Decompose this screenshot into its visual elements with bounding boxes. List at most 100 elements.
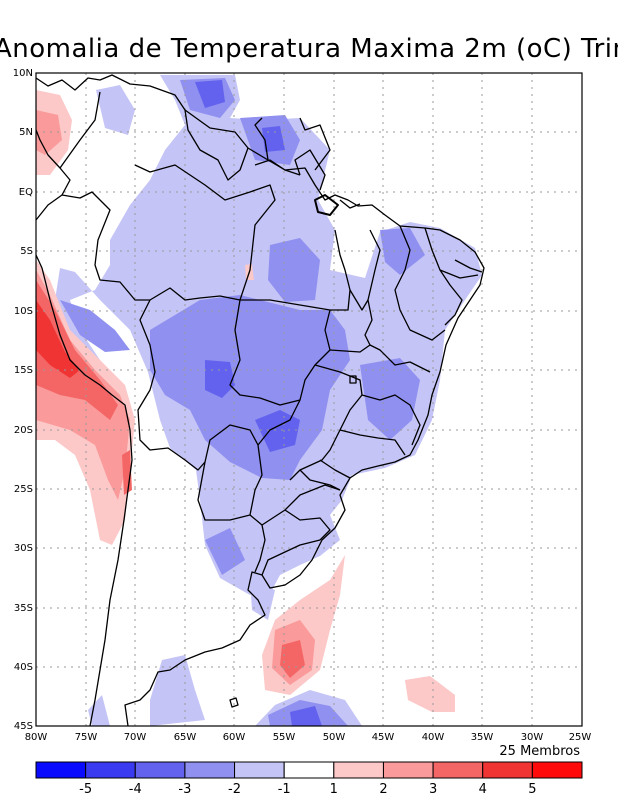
border [299, 117, 331, 171]
lat-tick: 5S [20, 246, 33, 257]
legend-label: 5 [528, 782, 536, 797]
anomaly-red-level1 [405, 676, 455, 712]
legend-swatch [382, 761, 434, 779]
lon-tick: 40W [422, 732, 445, 743]
island [229, 697, 239, 708]
lat-tick: 5N [19, 127, 33, 138]
continent-outline [36, 129, 71, 221]
anomaly-blue-level1 [96, 85, 135, 135]
legend-swatch [432, 761, 484, 779]
legend-swatch [482, 761, 533, 779]
border [261, 509, 331, 576]
border [134, 164, 276, 301]
legend-label: -3 [178, 782, 191, 797]
lat-tick: 30S [14, 543, 33, 554]
border [319, 459, 351, 479]
lon-tick: 45W [372, 732, 395, 743]
coastlines-and-borders [36, 74, 485, 726]
anomaly-blue-level2 [60, 300, 130, 352]
lat-tick: 20S [14, 425, 33, 436]
continent-outline [36, 254, 133, 726]
small-lake [349, 375, 357, 384]
color-legend: -5 -4 -3 -2 -1 1 2 3 4 5 [35, 761, 583, 797]
legend-swatch [35, 761, 87, 779]
border [254, 524, 266, 573]
continent-outline [36, 74, 485, 726]
map-frame [35, 72, 583, 727]
anomaly-blue-level1 [88, 695, 110, 726]
anomaly-blue-level3 [195, 80, 225, 108]
legend-label: -2 [228, 782, 241, 797]
lon-tick: 35W [471, 732, 494, 743]
border [137, 299, 341, 526]
border [254, 117, 269, 161]
map-title: Anomalia de Temperatura Maxima 2m (oC) T… [0, 34, 618, 74]
map-title-text: Anomalia de Temperatura Maxima 2m (oC) T… [0, 34, 618, 64]
lon-tick: 55W [273, 732, 296, 743]
border [257, 309, 331, 446]
border [229, 299, 301, 406]
legend-label: 4 [479, 782, 487, 797]
river-delta [314, 194, 339, 216]
lat-tick: 15S [14, 365, 33, 376]
anomaly-blue-level2 [150, 295, 350, 480]
lon-tick: 60W [223, 732, 246, 743]
legend-swatch [134, 761, 186, 779]
legend-swatch [333, 761, 384, 779]
anomaly-blue-level2 [360, 358, 420, 440]
border [299, 469, 341, 491]
border [294, 149, 326, 191]
anomaly-blue-level2 [205, 528, 245, 575]
anomaly-blue-level1 [250, 580, 275, 620]
border [339, 429, 406, 456]
border [454, 259, 483, 273]
anomaly-red-level3 [280, 640, 305, 678]
legend-label: -1 [278, 782, 291, 797]
border [59, 91, 101, 169]
border [329, 344, 431, 373]
lon-tick: 80W [25, 732, 48, 743]
legend-label: 3 [429, 782, 437, 797]
anomaly-blue-level2 [380, 228, 425, 275]
lon-tick: 30W [521, 732, 544, 743]
anomaly-red-level3 [36, 280, 118, 420]
legend-label: -5 [79, 782, 92, 797]
legend-label: 1 [330, 782, 338, 797]
border [61, 191, 331, 311]
graticule [36, 73, 582, 726]
lon-tick: 25W [569, 732, 592, 743]
border [349, 289, 369, 311]
lat-tick: 40S [14, 662, 33, 673]
legend-label: -4 [129, 782, 142, 797]
anomaly-blue-level3 [290, 706, 322, 726]
lat-tick: EQ [19, 187, 33, 198]
border [394, 225, 446, 341]
lat-axis: 10N 5N EQ 5S 10S 15S 20S 25S 30S 35S 40S… [13, 68, 33, 732]
lon-tick: 65W [174, 732, 197, 743]
lat-tick: 10N [13, 68, 33, 79]
lat-tick: 35S [14, 603, 33, 614]
border [361, 394, 421, 446]
lon-axis: 80W 75W 70W 65W 60W 55W 50W 45W 40W 35W … [25, 732, 592, 743]
legend-swatch [234, 761, 285, 779]
legend-label: 2 [379, 782, 387, 797]
anomaly-blue-level2 [268, 238, 320, 302]
legend-swatch [283, 761, 335, 779]
lat-tick: 25S [14, 484, 33, 495]
anomaly-fields [36, 75, 482, 726]
legend-swatch [184, 761, 236, 779]
anomaly-red-level3 [122, 450, 132, 495]
border [197, 461, 251, 521]
river-delta [339, 199, 361, 209]
lon-tick: 50W [323, 732, 346, 743]
lat-tick: 10S [14, 306, 33, 317]
legend-swatch [85, 761, 136, 779]
anomaly-blue-level1 [150, 655, 205, 726]
border [254, 159, 301, 176]
lat-tick: 45S [14, 721, 33, 732]
border [184, 109, 249, 181]
members-label: 25 Membros [499, 744, 580, 759]
lon-tick: 70W [124, 732, 147, 743]
border [330, 229, 351, 311]
